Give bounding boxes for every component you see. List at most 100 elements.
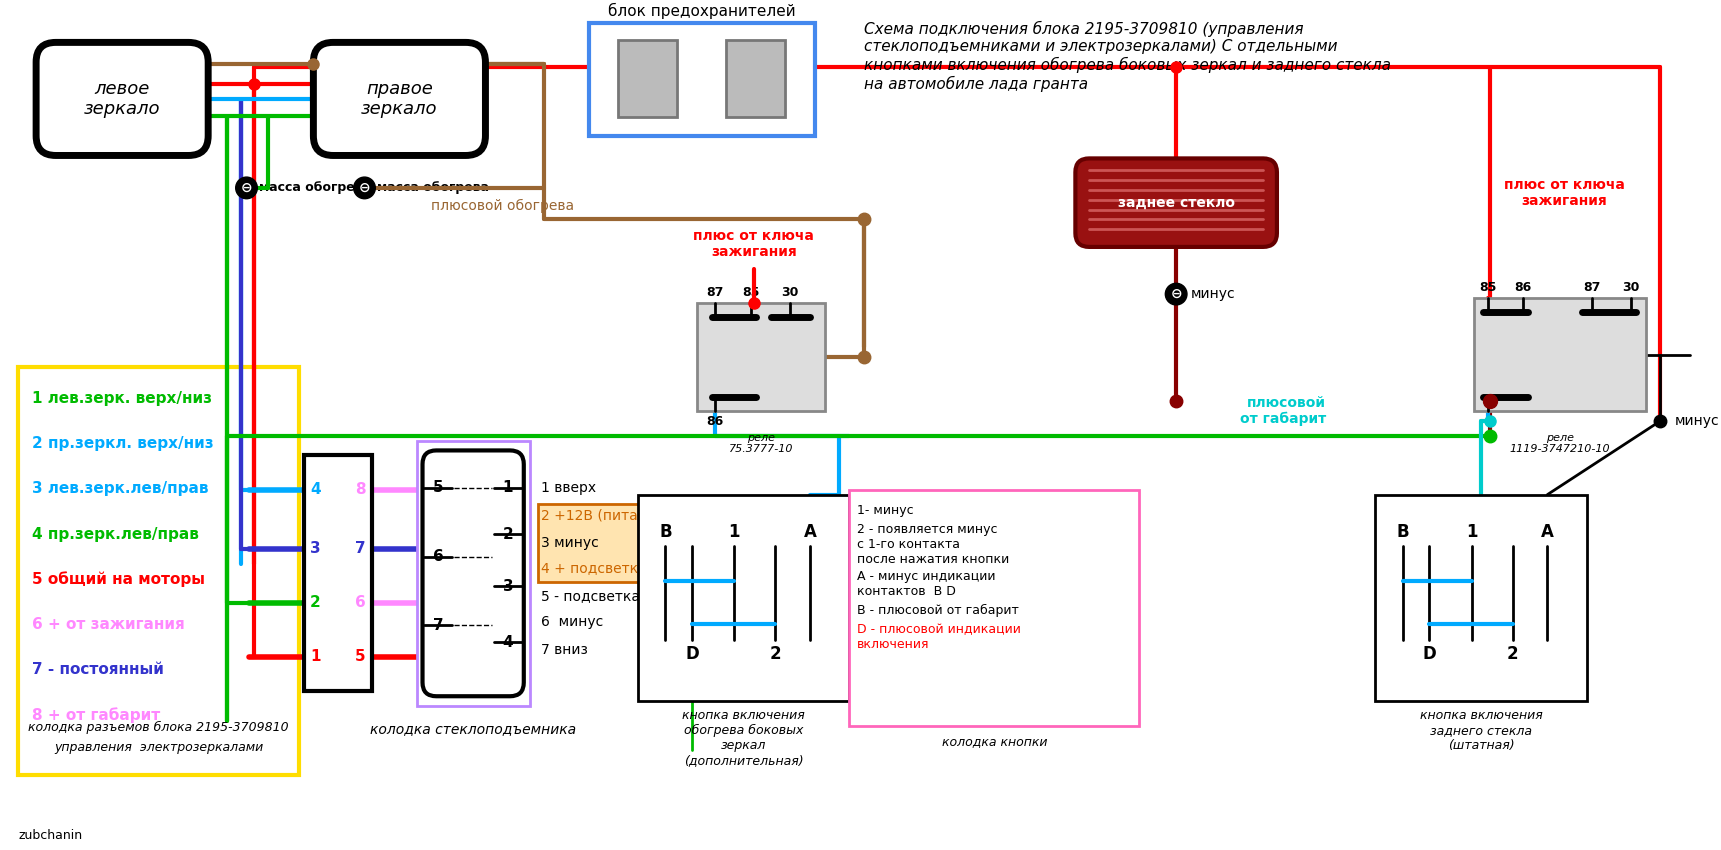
Text: 5: 5 — [355, 649, 367, 665]
Text: 2: 2 — [1508, 645, 1518, 663]
Text: zubchanin: zubchanin — [19, 829, 83, 842]
Text: ⊖: ⊖ — [241, 181, 253, 195]
Text: 3 минус: 3 минус — [542, 536, 599, 550]
Text: левое
зеркало: левое зеркало — [84, 80, 160, 118]
Text: 6: 6 — [355, 595, 367, 610]
Text: A: A — [804, 523, 816, 541]
Text: 2: 2 — [769, 645, 781, 663]
Text: плюсовой обогрева: плюсовой обогрева — [432, 200, 575, 213]
Text: 4: 4 — [503, 635, 513, 649]
Text: 30: 30 — [781, 286, 799, 299]
Text: колодка кнопки: колодка кнопки — [941, 735, 1046, 749]
FancyBboxPatch shape — [36, 42, 208, 156]
Text: 2: 2 — [310, 595, 320, 610]
Text: 8 + от габарит: 8 + от габарит — [33, 707, 160, 722]
Text: 85: 85 — [742, 286, 759, 299]
Text: 6 + от зажигания: 6 + от зажигания — [33, 617, 184, 632]
FancyBboxPatch shape — [1076, 158, 1277, 246]
Text: ⊖: ⊖ — [1170, 287, 1182, 301]
Text: 6: 6 — [434, 549, 444, 564]
Text: 8: 8 — [355, 482, 367, 497]
Text: 87: 87 — [706, 286, 723, 299]
Text: 86: 86 — [1514, 281, 1532, 294]
Text: плюс от ключа
зажигания: плюс от ключа зажигания — [694, 229, 814, 259]
Text: минус: минус — [1191, 287, 1236, 301]
Text: масса обогрева: масса обогрева — [377, 181, 489, 195]
Text: кнопка включения
заднего стекла
(штатная): кнопка включения заднего стекла (штатная… — [1420, 709, 1542, 752]
Text: 5: 5 — [434, 480, 444, 496]
Text: 2 пр.зеркл. верх/низ: 2 пр.зеркл. верх/низ — [33, 436, 213, 451]
Text: 1: 1 — [728, 523, 740, 541]
Text: 4 + подсветка: 4 + подсветка — [542, 561, 647, 575]
Circle shape — [236, 177, 258, 199]
FancyBboxPatch shape — [423, 450, 523, 696]
Text: 5 общий на моторы: 5 общий на моторы — [33, 571, 205, 587]
Text: A: A — [1540, 523, 1554, 541]
Bar — [848, 490, 1139, 726]
Text: кнопка включения
обогрева боковых
зеркал
(дополнительная): кнопка включения обогрева боковых зеркал… — [682, 709, 805, 767]
Text: блок предохранителей: блок предохранителей — [608, 3, 795, 19]
Text: ⊖: ⊖ — [358, 181, 370, 195]
Bar — [416, 440, 530, 706]
Text: к 2: к 2 — [437, 596, 458, 609]
Text: 3: 3 — [310, 541, 320, 556]
Text: 4 пр.зерк.лев/прав: 4 пр.зерк.лев/прав — [33, 526, 200, 541]
Text: D: D — [1423, 645, 1437, 663]
Circle shape — [1165, 283, 1187, 305]
Text: 2 +12В (питание): 2 +12В (питание) — [542, 508, 671, 522]
Text: 1- минус: 1- минус — [857, 503, 914, 517]
Text: реле
75.3777-10: реле 75.3777-10 — [728, 433, 793, 455]
Text: 30: 30 — [1623, 281, 1640, 294]
Text: 1: 1 — [503, 480, 513, 496]
Text: к 3: к 3 — [437, 541, 458, 556]
Bar — [537, 503, 666, 582]
Circle shape — [355, 177, 375, 199]
Text: плюсовой
от габарит: плюсовой от габарит — [1239, 396, 1327, 427]
Text: 7: 7 — [434, 618, 444, 633]
Text: 2: 2 — [503, 526, 513, 541]
Text: 3: 3 — [503, 579, 513, 593]
Text: 2 - появляется минус
с 1-го контакта
после нажатия кнопки: 2 - появляется минус с 1-го контакта пос… — [857, 524, 1009, 566]
Text: плюс от ключа
зажигания: плюс от ключа зажигания — [1504, 178, 1625, 208]
Text: B: B — [1396, 523, 1409, 541]
Text: к 4: к 4 — [437, 483, 458, 496]
Text: колодка стеклоподъемника: колодка стеклоподъемника — [370, 722, 577, 736]
Text: правое
зеркало: правое зеркало — [361, 80, 437, 118]
Text: управления  электрозеркалами: управления электрозеркалами — [53, 741, 263, 754]
Text: заднее стекло: заднее стекло — [1117, 196, 1234, 210]
Text: 1: 1 — [310, 649, 320, 665]
Bar — [19, 367, 299, 775]
Bar — [589, 23, 814, 136]
Text: 4: 4 — [310, 482, 320, 497]
Text: 86: 86 — [706, 415, 723, 428]
Text: Схема подключения блока 2195-3709810 (управления
стеклоподъемниками и электрозер: Схема подключения блока 2195-3709810 (уп… — [864, 20, 1391, 92]
Text: 87: 87 — [1583, 281, 1601, 294]
Text: 6  минус: 6 минус — [542, 615, 604, 630]
Text: 85: 85 — [1480, 281, 1497, 294]
Text: D - плюсовой индикации
включения: D - плюсовой индикации включения — [857, 624, 1021, 651]
FancyBboxPatch shape — [313, 42, 485, 156]
Bar — [697, 303, 824, 411]
Text: 1 лев.зерк. верх/низ: 1 лев.зерк. верх/низ — [33, 391, 212, 405]
Bar — [1473, 298, 1645, 411]
Text: масса обогрева: масса обогрева — [260, 181, 372, 195]
Text: B - плюсовой от габарит: B - плюсовой от габарит — [857, 604, 1019, 617]
Bar — [303, 456, 372, 691]
Text: А - минус индикации
контактов  B D: А - минус индикации контактов B D — [857, 570, 996, 598]
Text: 7 вниз: 7 вниз — [542, 643, 589, 657]
Text: минус: минус — [1675, 414, 1719, 428]
Text: 1 вверх: 1 вверх — [542, 481, 597, 495]
Text: D: D — [685, 645, 699, 663]
Text: 3 лев.зерк.лев/прав: 3 лев.зерк.лев/прав — [33, 481, 208, 496]
Bar — [1375, 495, 1587, 701]
Text: реле
1119-3747210-10: реле 1119-3747210-10 — [1509, 433, 1609, 455]
Text: 7 - постоянный: 7 - постоянный — [33, 662, 163, 677]
Text: 5 - подсветка: 5 - подсветка — [542, 589, 640, 603]
Bar — [726, 41, 785, 117]
Text: колодка разъемов блока 2195-3709810: колодка разъемов блока 2195-3709810 — [28, 721, 289, 734]
Text: 7: 7 — [355, 541, 367, 556]
Bar — [638, 495, 848, 701]
Text: 1: 1 — [1466, 523, 1477, 541]
Text: B: B — [659, 523, 671, 541]
Bar — [618, 41, 676, 117]
